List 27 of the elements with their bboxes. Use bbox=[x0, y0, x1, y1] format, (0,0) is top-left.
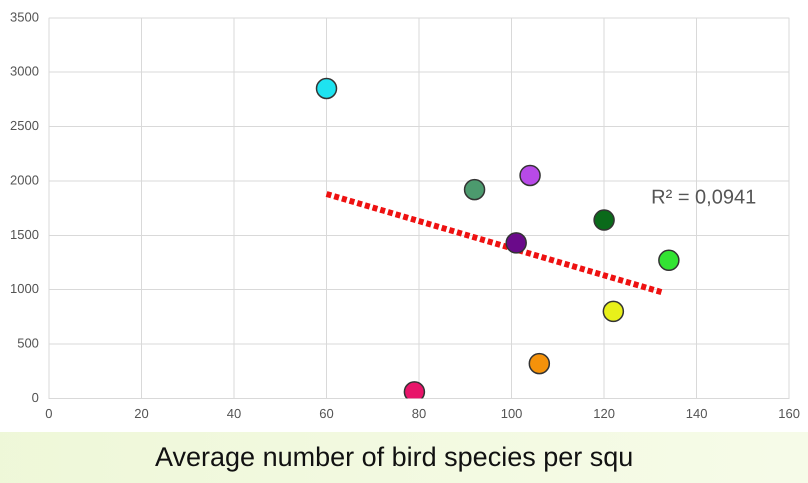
x-axis-title: Average number of bird species per squ bbox=[0, 432, 808, 483]
y-tick-label: 500 bbox=[17, 336, 39, 351]
y-tick-label: 1000 bbox=[10, 281, 39, 296]
x-tick-label: 100 bbox=[500, 406, 522, 421]
y-tick-label: 2500 bbox=[10, 118, 39, 134]
y-tick-label: 1500 bbox=[10, 226, 39, 242]
x-tick-label: 60 bbox=[319, 406, 334, 421]
point bbox=[464, 178, 486, 200]
point bbox=[505, 232, 527, 254]
y-tick-label: 3000 bbox=[10, 64, 39, 79]
annotation: R² = 0,0941 bbox=[651, 186, 756, 208]
x-tick-label: 80 bbox=[412, 406, 426, 421]
y-tick-label: 3500 bbox=[10, 9, 39, 24]
x-tick-label: 120 bbox=[593, 406, 615, 421]
point bbox=[593, 209, 615, 231]
point bbox=[519, 164, 541, 186]
x-tick-label: 140 bbox=[686, 406, 708, 421]
point bbox=[316, 78, 338, 100]
y-tick-label: 0 bbox=[32, 390, 39, 405]
x-tick-label: 0 bbox=[45, 406, 53, 421]
x-tick-label: 40 bbox=[226, 406, 242, 421]
point bbox=[528, 352, 550, 374]
x-tick-label: 160 bbox=[778, 406, 800, 421]
x-tick-label: 20 bbox=[134, 406, 149, 421]
point bbox=[658, 250, 680, 272]
point bbox=[602, 300, 624, 322]
y-tick-label: 2000 bbox=[10, 172, 39, 188]
